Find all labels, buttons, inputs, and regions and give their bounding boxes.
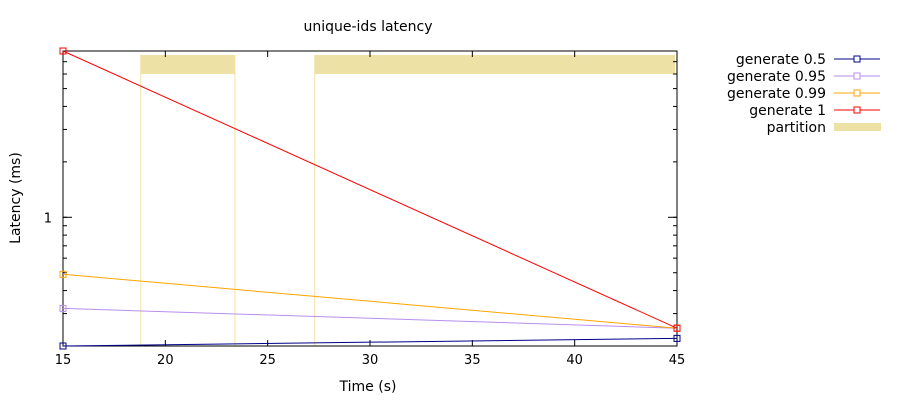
legend-label: generate 0.5 [736, 52, 826, 68]
series-line-3 [62, 50, 678, 329]
x-tick-label: 40 [566, 353, 583, 368]
series-line-0 [62, 337, 678, 347]
series-line-2 [62, 273, 678, 329]
axis-ticks: 15 20 25 30 35 40 45 1 [44, 51, 686, 368]
legend-marker [853, 89, 861, 97]
legend-label: generate 0.95 [727, 69, 826, 85]
x-axis-label: Time (s) [339, 379, 397, 395]
series-point-1 [59, 304, 67, 312]
legend-marker [853, 55, 861, 63]
series-point-3 [59, 47, 67, 55]
series-point-0 [59, 342, 67, 350]
y-axis-label: Latency (ms) [8, 152, 24, 244]
series-point-0 [673, 334, 681, 342]
legend-label: partition [767, 120, 826, 136]
legend-marker [853, 72, 861, 80]
series-lines [59, 47, 681, 350]
x-tick-label: 15 [55, 353, 72, 368]
partition-bands [140, 55, 675, 346]
series-point-2 [59, 270, 67, 278]
x-tick-label: 20 [157, 353, 174, 368]
y-tick-label: 1 [44, 211, 52, 226]
series-point-3 [673, 324, 681, 332]
legend-marker [853, 106, 861, 114]
x-tick-label: 25 [259, 353, 276, 368]
x-tick-label: 45 [669, 353, 686, 368]
partition-band-0 [140, 55, 235, 74]
legend-band [834, 123, 881, 131]
series-line-1 [62, 307, 678, 329]
legend-label: generate 1 [749, 103, 826, 119]
partition-band-1 [314, 55, 675, 74]
chart-title: unique-ids latency [303, 19, 432, 35]
legend-label: generate 0.99 [727, 86, 826, 102]
x-tick-label: 35 [464, 353, 481, 368]
x-tick-label: 30 [362, 353, 379, 368]
